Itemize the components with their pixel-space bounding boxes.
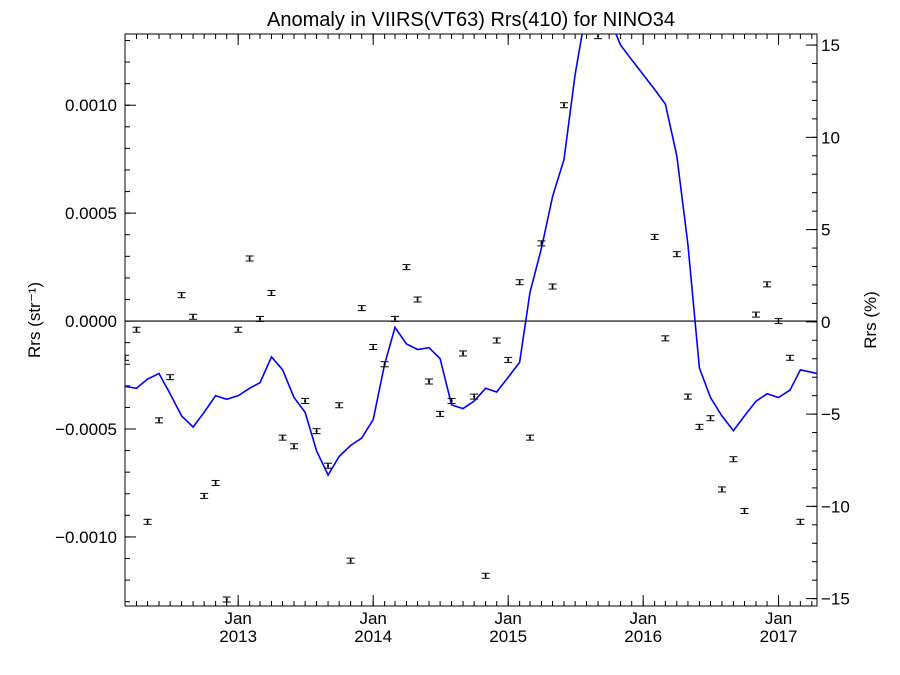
y-right-tick-label: −15 [821, 590, 850, 609]
data-point [189, 313, 198, 320]
y-left-axis-ticks: −0.0010 −0.0005 0.0000 0.0005 0.0010 [55, 39, 136, 603]
data-point [369, 343, 378, 350]
y-left-tick-label: 0.0005 [65, 204, 117, 223]
y-left-tick-label: −0.0010 [55, 528, 117, 547]
data-point [717, 486, 726, 493]
data-point [594, 34, 603, 40]
y-left-axis-label: Rrs (str⁻¹) [25, 282, 44, 358]
y-right-tick-label: −5 [821, 405, 840, 424]
data-point [481, 572, 490, 579]
x-tick-label-month: Jan [224, 609, 251, 628]
data-point [650, 233, 659, 240]
x-tick-label-year: 2017 [760, 627, 798, 646]
data-point [155, 417, 164, 424]
y-right-tick-label: 5 [821, 221, 830, 240]
y-left-tick-label: 0.0000 [65, 312, 117, 331]
y-left-tick-label: 0.0010 [65, 96, 117, 115]
data-point [548, 283, 557, 290]
data-point [357, 305, 366, 312]
data-point [504, 356, 513, 363]
data-point [166, 374, 175, 381]
x-tick-label-year: 2016 [624, 627, 662, 646]
data-point [786, 354, 795, 361]
data-point [267, 290, 276, 297]
data-point [346, 557, 355, 564]
data-point [683, 393, 692, 400]
data-point [132, 326, 141, 333]
chart-title: Anomaly in VIIRS(VT63) Rrs(410) for NINO… [267, 9, 675, 31]
data-point [459, 350, 468, 357]
series-absolute-points [125, 34, 805, 603]
data-point [211, 479, 220, 486]
data-point [312, 428, 321, 435]
y-right-axis-label: Rrs (%) [861, 291, 880, 349]
data-point [234, 326, 243, 333]
x-tick-label-year: 2014 [354, 627, 392, 646]
x-tick-label-month: Jan [629, 609, 656, 628]
y-right-tick-label: 0 [821, 313, 830, 332]
data-point [695, 423, 704, 430]
data-point [125, 354, 129, 361]
data-point [335, 402, 344, 409]
x-tick-label-year: 2013 [219, 627, 257, 646]
data-point [402, 264, 411, 271]
y-right-tick-label: 10 [821, 128, 840, 147]
data-point [525, 434, 534, 441]
data-point [706, 415, 715, 422]
data-point [278, 434, 287, 441]
x-tick-label-month: Jan [494, 609, 521, 628]
data-point [537, 240, 546, 247]
data-point [290, 443, 299, 450]
data-point [245, 255, 254, 262]
data-point [324, 462, 333, 469]
y-right-tick-label: 15 [821, 36, 840, 55]
data-point [763, 281, 772, 288]
data-point [661, 335, 670, 342]
data-point [560, 102, 569, 109]
data-point [177, 292, 186, 299]
data-point [301, 397, 310, 404]
data-point [774, 318, 783, 325]
data-point [222, 596, 231, 603]
data-point [425, 378, 434, 385]
data-point [729, 456, 738, 463]
data-point [413, 296, 422, 303]
x-minor-ticks [124, 34, 813, 606]
data-point [143, 518, 152, 525]
plot-frame [124, 33, 818, 607]
y-right-axis-ticks: −15 −10 −5 0 5 10 15 [806, 36, 850, 609]
data-point [436, 410, 445, 417]
data-point [492, 337, 501, 344]
data-point [796, 518, 805, 525]
data-point [751, 311, 760, 318]
series-percent-line [125, 34, 817, 477]
data-point [380, 361, 389, 368]
data-point [255, 315, 264, 322]
y-left-tick-label: −0.0005 [55, 420, 117, 439]
x-tick-label-month: Jan [765, 609, 792, 628]
y-right-tick-label: −10 [821, 497, 850, 516]
data-point [447, 397, 456, 404]
data-point [740, 508, 749, 515]
data-point [515, 279, 524, 286]
data-point [672, 251, 681, 258]
x-tick-label-year: 2015 [489, 627, 527, 646]
x-tick-label-month: Jan [359, 609, 386, 628]
data-point [470, 393, 479, 400]
data-point [390, 315, 399, 322]
data-point [200, 492, 209, 499]
